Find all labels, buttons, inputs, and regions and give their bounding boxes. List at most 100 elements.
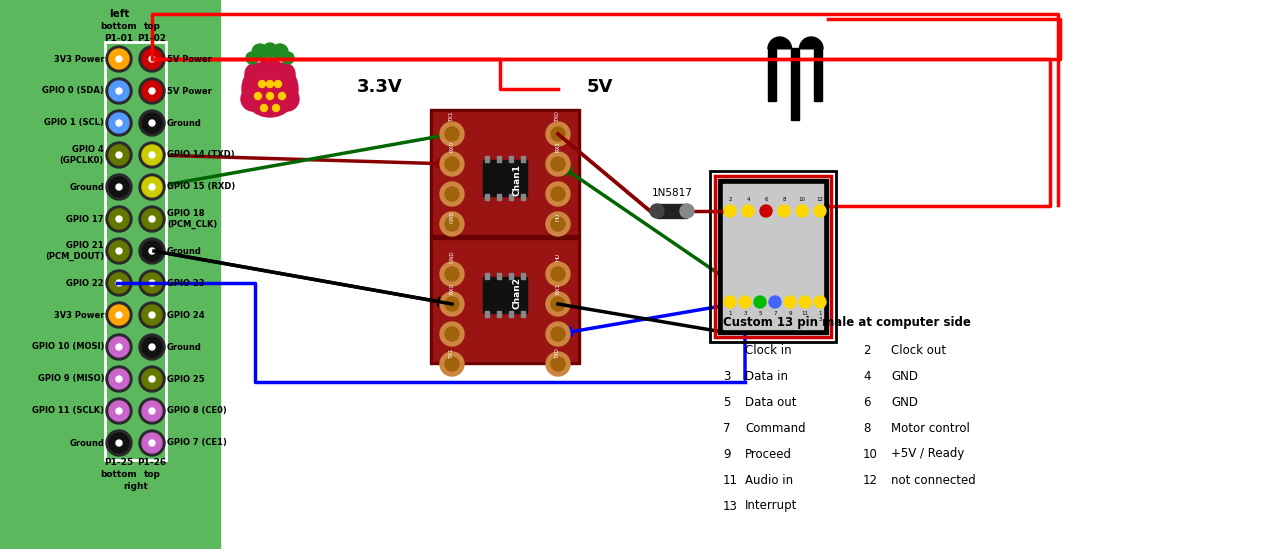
Circle shape [116, 120, 122, 126]
Circle shape [440, 212, 465, 236]
Bar [657, 204, 687, 218]
Circle shape [547, 212, 570, 236]
Text: GPIO 0 (SDA): GPIO 0 (SDA) [42, 87, 104, 96]
Circle shape [550, 297, 564, 311]
Circle shape [148, 152, 155, 158]
Circle shape [547, 182, 570, 206]
Text: 4: 4 [863, 369, 870, 383]
Circle shape [106, 302, 132, 328]
Circle shape [742, 205, 754, 217]
Circle shape [116, 248, 122, 254]
Circle shape [106, 366, 132, 392]
Circle shape [142, 401, 163, 421]
Bar [483, 160, 527, 196]
Text: 9: 9 [723, 447, 731, 461]
Text: 3V3 Power: 3V3 Power [54, 54, 104, 64]
Circle shape [814, 296, 826, 308]
Text: GPIO 23: GPIO 23 [166, 278, 205, 288]
Text: 10: 10 [863, 447, 878, 461]
Circle shape [106, 270, 132, 296]
Bar [105, 42, 166, 460]
Text: 7: 7 [723, 422, 731, 434]
Text: GPIO 14 (TXD): GPIO 14 (TXD) [166, 150, 234, 160]
Circle shape [275, 87, 300, 111]
Circle shape [445, 127, 460, 141]
Circle shape [106, 430, 132, 456]
Circle shape [106, 174, 132, 200]
Circle shape [445, 297, 460, 311]
Circle shape [116, 312, 122, 318]
Bar [521, 156, 525, 162]
Text: 6: 6 [764, 197, 768, 202]
Circle shape [142, 177, 163, 197]
Bar [718, 179, 828, 334]
Bar [0, 0, 220, 549]
Circle shape [445, 187, 460, 201]
Bar [521, 273, 525, 279]
Circle shape [547, 352, 570, 376]
Text: GND: GND [891, 395, 918, 408]
Circle shape [255, 92, 261, 99]
Text: 2: 2 [863, 344, 870, 356]
Text: 5: 5 [758, 311, 762, 316]
Text: Motor control: Motor control [891, 422, 970, 434]
Circle shape [550, 157, 564, 171]
Bar [768, 48, 776, 101]
Text: P1-02: P1-02 [137, 34, 166, 43]
Text: 1
3: 1 3 [818, 311, 822, 322]
Bar [485, 156, 489, 162]
Bar [433, 112, 577, 361]
Circle shape [106, 110, 132, 136]
Text: 3V3 Power: 3V3 Power [54, 311, 104, 320]
Circle shape [799, 296, 812, 308]
Text: Ground: Ground [166, 119, 202, 127]
Bar [497, 156, 500, 162]
Bar [710, 171, 836, 342]
Circle shape [142, 81, 163, 101]
Circle shape [279, 92, 285, 99]
Text: Chan1: Chan1 [512, 164, 521, 197]
Circle shape [148, 440, 155, 446]
Text: HU: HU [556, 253, 561, 261]
Circle shape [440, 152, 465, 176]
Circle shape [140, 174, 165, 200]
Text: left: left [109, 9, 129, 19]
Text: Clock out: Clock out [891, 344, 946, 356]
Circle shape [142, 337, 163, 357]
Circle shape [142, 209, 163, 229]
Circle shape [148, 312, 155, 318]
Circle shape [252, 44, 268, 60]
Text: 3: 3 [723, 369, 731, 383]
Bar [509, 194, 513, 200]
Text: Audio in: Audio in [745, 473, 794, 486]
Circle shape [650, 204, 664, 218]
Circle shape [116, 440, 122, 446]
Circle shape [547, 152, 570, 176]
Circle shape [148, 408, 155, 414]
Bar [509, 156, 513, 162]
Text: GND: GND [891, 369, 918, 383]
Circle shape [547, 122, 570, 146]
Circle shape [246, 52, 259, 64]
Circle shape [550, 217, 564, 231]
Text: Data in: Data in [745, 369, 788, 383]
Circle shape [140, 206, 165, 232]
Circle shape [116, 216, 122, 222]
Text: 4: 4 [746, 197, 750, 202]
Text: 3.3V: 3.3V [357, 78, 403, 96]
Circle shape [116, 152, 122, 158]
Text: TX1: TX1 [449, 112, 454, 122]
Bar [497, 273, 500, 279]
Circle shape [148, 216, 155, 222]
Text: GPIO 22: GPIO 22 [67, 278, 104, 288]
Circle shape [106, 334, 132, 360]
Circle shape [440, 352, 465, 376]
Bar [483, 277, 527, 313]
Circle shape [266, 81, 274, 87]
Circle shape [109, 337, 129, 357]
Circle shape [109, 273, 129, 293]
Bar [485, 194, 489, 200]
Text: not connected: not connected [891, 473, 975, 486]
Circle shape [142, 113, 163, 133]
Circle shape [273, 44, 288, 60]
